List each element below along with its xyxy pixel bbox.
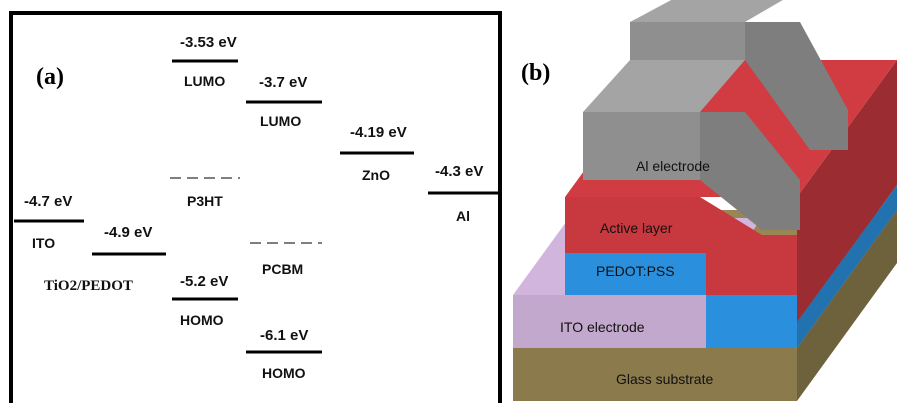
pedot-pss-label: PEDOT:PSS xyxy=(596,263,675,279)
ito-electrode-label: ITO electrode xyxy=(560,319,645,335)
panel-a-label: (a) xyxy=(36,64,64,90)
panel-b-label: (b) xyxy=(521,60,550,86)
al-electrode-strip-1-front xyxy=(583,112,700,180)
active-layer-side xyxy=(797,60,897,322)
ito-level-name: ITO xyxy=(32,235,55,251)
active-layer-step-front xyxy=(700,197,797,295)
pcbm-homo-value: -6.1 eV xyxy=(260,327,308,344)
pedot-layer-step xyxy=(706,295,797,322)
tio2-level-name: TiO2/PEDOT xyxy=(44,278,133,294)
pedot-layer-front xyxy=(565,253,706,295)
pedot-layer-front-right xyxy=(706,322,797,348)
zno-level-name: ZnO xyxy=(362,167,390,183)
al-electrode-strip-2-front xyxy=(630,22,745,60)
active-layer-front xyxy=(565,197,700,253)
al-level-name: Al xyxy=(456,208,470,224)
al-electrode-label: Al electrode xyxy=(636,158,710,174)
pedot-layer-side xyxy=(797,185,897,348)
zno-level-value: -4.19 eV xyxy=(350,124,407,141)
p3ht-lumo-value: -3.53 eV xyxy=(180,34,237,51)
pcbm-name: PCBM xyxy=(262,261,303,277)
al-electrode-strip-1-top xyxy=(583,60,745,112)
pcbm-homo-name: HOMO xyxy=(262,365,306,381)
glass-substrate-label: Glass substrate xyxy=(616,371,713,387)
p3ht-homo-name: HOMO xyxy=(180,312,224,328)
p3ht-homo-value: -5.2 eV xyxy=(180,273,228,290)
panel-a-energy-diagram: (a) -4.7 eV ITO -4.9 eV TiO2/PEDOT -3.53… xyxy=(9,11,502,403)
glass-substrate-side xyxy=(797,210,897,401)
pcbm-lumo-name: LUMO xyxy=(260,113,301,129)
p3ht-lumo-name: LUMO xyxy=(184,73,225,89)
al-electrode-strip-2-slope xyxy=(745,22,848,150)
al-electrode-strip-1-slope xyxy=(700,112,800,230)
panel-b-device-stack: (b) Al electrode Active layer PEDOT:PSS … xyxy=(513,0,897,401)
p3ht-name: P3HT xyxy=(187,193,223,209)
active-layer-label: Active layer xyxy=(600,220,673,236)
ito-level-value: -4.7 eV xyxy=(24,193,72,210)
tio2-level-value: -4.9 eV xyxy=(104,224,152,241)
glass-substrate-front xyxy=(513,348,797,401)
panel-a-frame xyxy=(9,11,502,403)
ito-electrode-front xyxy=(513,295,706,348)
al-electrode-strip-2-top xyxy=(630,0,783,22)
al-level-value: -4.3 eV xyxy=(435,163,483,180)
pcbm-lumo-value: -3.7 eV xyxy=(259,74,307,91)
